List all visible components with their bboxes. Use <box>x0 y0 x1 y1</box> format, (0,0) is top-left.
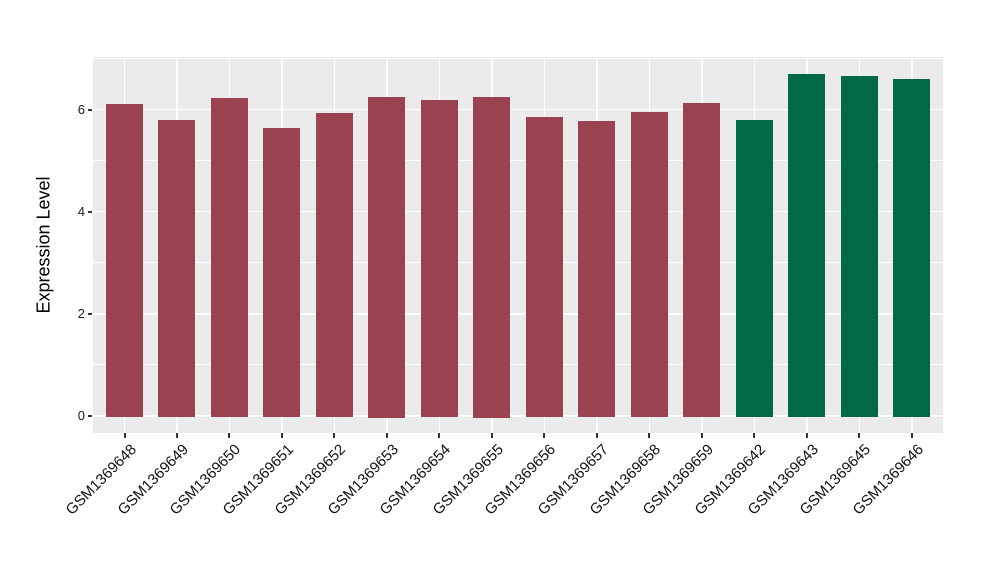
bar-GSM1369653 <box>368 96 406 418</box>
x-tick-mark <box>753 433 756 438</box>
y-tick-label: 0 <box>77 408 85 423</box>
gridline-major <box>93 108 943 111</box>
gridline-minor <box>93 160 943 162</box>
gridline-minor <box>93 364 943 366</box>
gridline-major <box>93 415 943 417</box>
bar-GSM1369656 <box>525 117 563 418</box>
x-tick-mark <box>280 433 283 438</box>
y-tick-mark <box>88 108 92 111</box>
x-tick-mark <box>228 433 231 438</box>
bar-GSM1369645 <box>840 76 878 418</box>
bar-GSM1369659 <box>683 103 721 418</box>
x-tick-mark <box>805 433 808 438</box>
bar-GSM1369646 <box>893 79 931 418</box>
y-tick-label: 6 <box>77 101 85 117</box>
bar-GSM1369654 <box>420 99 458 418</box>
bar-GSM1369657 <box>578 121 616 418</box>
bar-GSM1369649 <box>158 119 196 418</box>
bar-GSM1369651 <box>263 127 301 418</box>
bar-GSM1369648 <box>106 103 143 418</box>
bar-GSM1369650 <box>210 97 248 418</box>
x-tick-mark <box>910 433 913 438</box>
gridline-major <box>93 210 943 213</box>
y-tick-mark <box>88 210 92 213</box>
bar-GSM1369642 <box>735 119 773 418</box>
x-tick-mark <box>123 433 126 438</box>
x-tick-mark <box>648 433 651 438</box>
x-tick-mark <box>175 433 178 438</box>
bar-GSM1369658 <box>630 112 668 418</box>
bar-GSM1369643 <box>788 73 826 418</box>
x-tick-mark <box>385 433 388 438</box>
y-tick-mark <box>88 312 92 315</box>
bar-GSM1369652 <box>315 113 353 418</box>
gridline-major <box>93 313 943 315</box>
y-tick-label: 4 <box>77 203 85 219</box>
x-tick-mark <box>858 433 861 438</box>
y-tick-label: 2 <box>77 305 85 321</box>
x-tick-mark <box>595 433 598 438</box>
y-axis-title: Expression Level <box>33 176 54 314</box>
y-tick-mark <box>88 415 92 417</box>
x-tick-mark <box>543 433 546 438</box>
x-tick-mark <box>438 433 441 438</box>
bar-GSM1369655 <box>473 96 511 418</box>
plot-panel <box>93 57 943 433</box>
gridline-minor <box>93 57 943 59</box>
x-tick-mark <box>490 433 493 438</box>
gridline-minor <box>93 262 943 264</box>
x-tick-mark <box>333 433 336 438</box>
x-tick-mark <box>700 433 703 438</box>
